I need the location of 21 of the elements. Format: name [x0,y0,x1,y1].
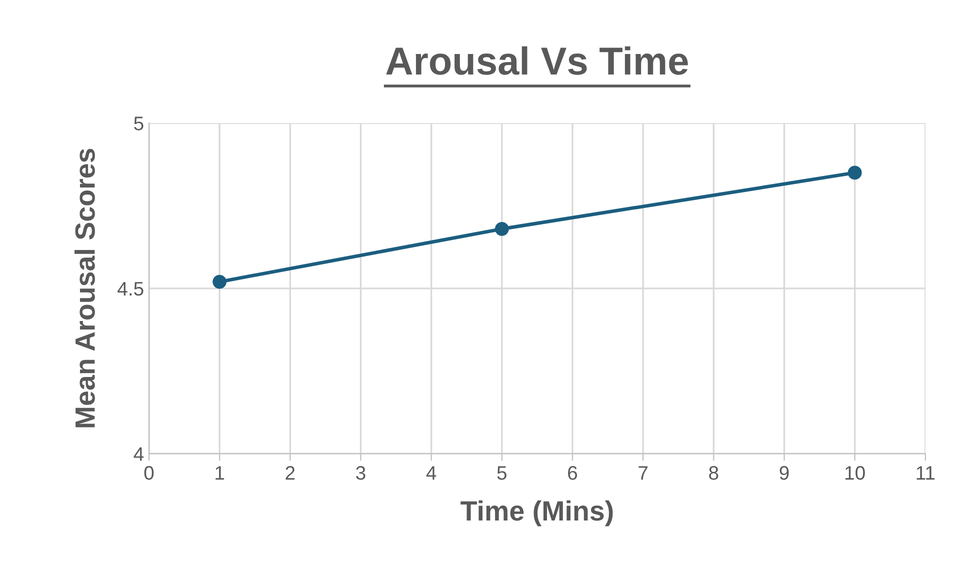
chart-title: Arousal Vs Time [386,46,688,75]
y-tick-label: 5 [134,116,144,130]
x-tick-label: 5 [497,466,506,480]
x-tick-label: 11 [916,466,935,480]
point [848,166,862,180]
x-tick-label: 3 [356,466,366,480]
y-tick-label: 4 [134,447,144,461]
x-tick-label: 4 [426,466,436,480]
point [212,274,227,289]
y-axis-title: Mean Arousal Scores [74,148,95,428]
x-axis-title: Time (Mins) [460,500,613,526]
point [494,222,509,236]
y-tick-label: 4.5 [118,282,144,296]
x-tick-label: 2 [286,466,295,480]
x-tick-label: 1 [216,466,224,480]
x-tick-label: 6 [568,466,578,480]
x-tick-label: 8 [709,466,718,480]
x-tick-label: 9 [780,466,789,480]
x-tick-label: 10 [845,466,865,480]
x-tick-label: 7 [638,466,648,480]
x-tick-label: 0 [144,466,154,480]
